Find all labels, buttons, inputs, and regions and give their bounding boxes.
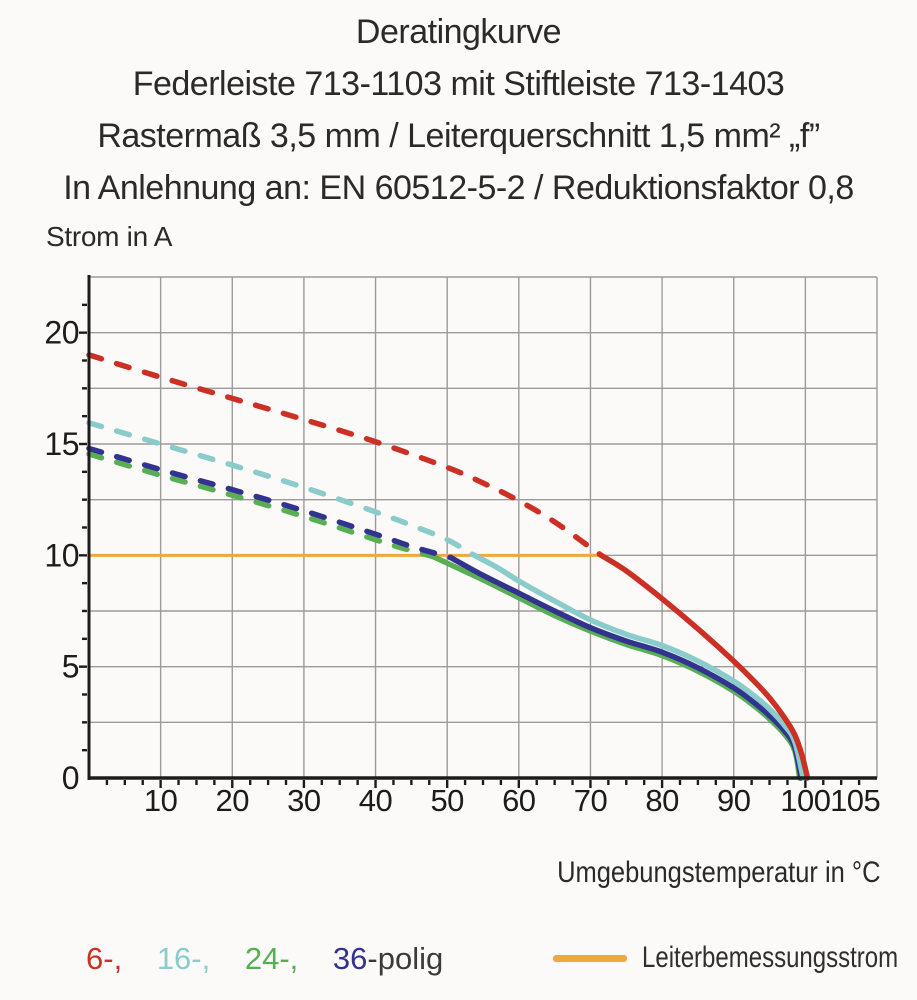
legend-poles: 6-, 16-, 24-, 36-polig	[86, 941, 443, 977]
curve-6-polig-dashed-segment	[86, 352, 604, 559]
chart-subtitle-standard: In Anlehnung an: EN 60512-5-2 / Reduktio…	[63, 169, 854, 207]
curve-24-polig-dashed-segment	[86, 451, 436, 560]
y-tick-label-15: 15	[44, 426, 79, 462]
curve-36-polig-solid-segment	[448, 554, 804, 781]
legend-item-16-polig: 16-,	[156, 941, 211, 976]
legend-item-24-polig: 24-,	[244, 941, 299, 976]
x-tick-label-10: 10	[144, 783, 178, 818]
legend-reference-label: Leiterbemessungsstrom	[642, 941, 899, 974]
curve-6-polig	[86, 352, 811, 781]
title-block: Deratingkurve Federleiste 713-1103 mit S…	[0, 6, 917, 214]
gridlines	[89, 276, 878, 778]
legend-reference: Leiterbemessungsstrom	[553, 941, 917, 975]
x-tick-label-100: 100	[780, 783, 830, 818]
curve-36-polig-dashed-segment	[86, 445, 454, 561]
x-tick-label-105: 105	[830, 783, 880, 818]
y-tick-label-10: 10	[44, 537, 79, 573]
curve-36-polig	[86, 445, 804, 781]
x-tick-label-40: 40	[359, 783, 393, 818]
axes	[87, 275, 877, 780]
tick-labels: 10 20 30 40 50 60 70 80 90 100 105 0 5 10 15 20	[44, 315, 880, 818]
x-axis-title: Umgebungstemperatur in °C	[557, 856, 881, 889]
x-tick-label-30: 30	[287, 783, 321, 818]
x-tick-label-70: 70	[574, 783, 608, 818]
reference-line-swatch	[553, 954, 627, 962]
y-axis-title: Strom in A	[46, 221, 173, 252]
legend-item-6-polig: 6-,	[86, 941, 123, 976]
y-tick-label-5: 5	[62, 649, 79, 685]
x-tick-label-50: 50	[430, 783, 464, 818]
curve-16-polig-dashed-segment	[86, 420, 476, 557]
legend-item-36-polig: 36	[332, 941, 368, 976]
x-tick-label-80: 80	[645, 783, 679, 818]
x-tick-label-60: 60	[502, 783, 536, 818]
curve-24-polig	[86, 451, 803, 781]
x-tick-label-20: 20	[216, 783, 250, 818]
legend-poles-suffix: -polig	[367, 941, 444, 976]
axis-ticks	[79, 303, 861, 788]
chart-subtitle-product: Federleiste 713-1103 mit Stiftleiste 713…	[132, 65, 785, 103]
curve-16-polig	[86, 420, 806, 781]
curve-6-polig-solid-segment	[598, 552, 811, 781]
x-tick-label-90: 90	[717, 783, 751, 818]
y-tick-label-20: 20	[44, 315, 79, 351]
chart-title: Deratingkurve	[355, 13, 562, 51]
y-tick-label-0: 0	[62, 760, 79, 796]
curve-16-polig-solid-segment	[469, 551, 806, 781]
chart-subtitle-spec: Rastermaß 3,5 mm / Leiterquerschnitt 1,5…	[97, 117, 820, 155]
